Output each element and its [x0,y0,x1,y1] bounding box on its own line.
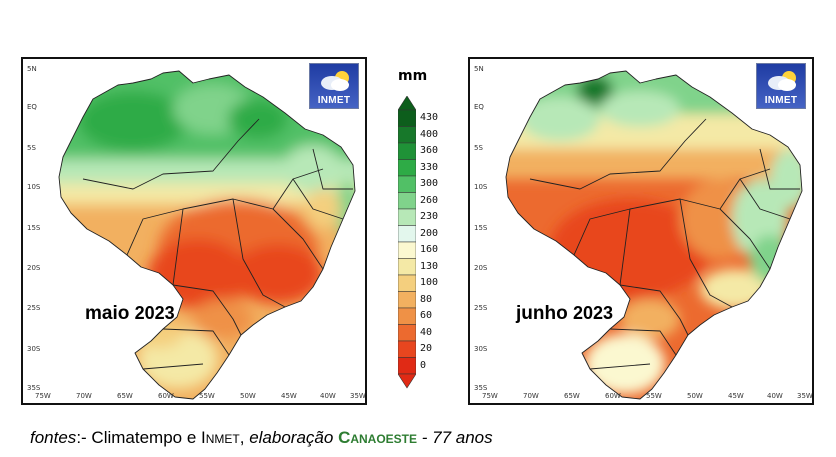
inmet-logo-text: INMET [764,95,798,106]
legend-level-label: 400 [420,128,439,140]
month-name: maio [85,303,130,324]
lat-label: 5S [27,144,36,152]
legend-level-label: 200 [420,227,439,239]
lon-label: 45W [281,392,297,400]
lat-label: 5N [474,65,484,73]
color-scale-bar [398,96,416,389]
caption-org: Canaoeste [338,428,418,447]
legend-arrow-top [398,96,416,111]
legend-level-label: 160 [420,244,439,256]
lon-label: 50W [687,392,703,400]
legend-level-label: 130 [420,260,439,272]
legend-swatch [398,142,416,160]
lon-label: 65W [564,392,580,400]
caption-sep: :- Climatempo e [76,428,202,447]
lon-label: 35W [350,392,366,400]
lat-label: 20S [27,264,41,272]
caption-elab: elaboração [249,428,334,447]
may-map-title: maio 2023 [85,303,175,325]
lat-label: EQ [474,103,484,111]
legend-level-label: 230 [420,211,439,223]
legend-swatch [398,225,416,243]
legend-swatch [398,340,416,358]
month-year: 2023 [134,303,175,323]
legend-level-label: 100 [420,277,439,289]
legend-swatch [398,324,416,342]
lon-label: 40W [320,392,336,400]
legend-swatch [398,159,416,177]
weather-icon [768,71,796,91]
caption-sep2: , [239,428,250,447]
caption-inmet: Inmet [201,428,240,447]
lon-label: 75W [35,392,51,400]
source-caption: fontes:- Climatempo e Inmet, elaboração … [30,428,493,448]
lat-label: 25S [474,304,488,312]
june-map-title: junho 2023 [516,303,613,325]
legend-arrow-bottom [398,373,416,389]
lat-label: 10S [27,183,41,191]
june-map-graphic [505,70,803,400]
legend-unit: mm [398,68,428,84]
caption-suffix: - 77 anos [417,428,493,447]
may-map-graphic [58,70,356,400]
legend-swatch [398,126,416,144]
legend-swatch [398,208,416,226]
lat-label: 10S [474,183,488,191]
may-precipitation-map: 5N EQ 5S 10S 15S 20S 25S 30S 35S 75W 70W… [21,57,367,405]
lat-label: 30S [27,345,41,353]
lat-label: 5S [474,144,483,152]
lat-label: 5N [27,65,37,73]
lon-label: 55W [199,392,215,400]
month-name: junho [516,303,568,324]
lon-label: 35W [797,392,813,400]
legend-swatch [398,258,416,276]
legend-swatch [398,274,416,292]
legend-swatch [398,357,416,375]
lat-label: EQ [27,103,37,111]
legend-swatch [398,241,416,259]
lon-label: 60W [158,392,174,400]
month-year: 2023 [572,303,614,323]
lon-label: 40W [767,392,783,400]
legend-level-label: 0 [420,359,427,371]
legend-level-label: 330 [420,161,439,173]
legend-level-label: 300 [420,178,439,190]
lon-label: 65W [117,392,133,400]
lat-label: 25S [27,304,41,312]
lon-label: 70W [523,392,539,400]
lat-label: 35S [474,384,488,392]
legend-level-label: 20 [420,343,433,355]
legend-level-label: 80 [420,293,433,305]
lon-label: 45W [728,392,744,400]
lat-label: 15S [27,224,41,232]
legend-swatch [398,192,416,210]
lat-label: 30S [474,345,488,353]
inmet-logo-text: INMET [317,95,351,106]
lon-label: 70W [76,392,92,400]
legend-swatch [398,307,416,325]
lon-label: 50W [240,392,256,400]
legend-level-label: 430 [420,112,439,124]
inmet-logo: INMET [756,63,806,109]
legend-swatch [398,175,416,193]
legend-level-label: 360 [420,145,439,157]
legend-level-label: 40 [420,326,433,338]
weather-icon [321,71,349,91]
lon-label: 75W [482,392,498,400]
caption-prefix: fontes [30,428,77,447]
legend-level-label: 60 [420,310,433,322]
inmet-logo: INMET [309,63,359,109]
lon-label: 60W [605,392,621,400]
lon-label: 55W [646,392,662,400]
legend-swatch [398,291,416,309]
lat-label: 20S [474,264,488,272]
legend-swatch [398,109,416,127]
lat-label: 35S [27,384,41,392]
june-precipitation-map: 5N EQ 5S 10S 15S 20S 25S 30S 35S 75W 70W… [468,57,814,405]
legend-level-label: 260 [420,194,439,206]
lat-label: 15S [474,224,488,232]
